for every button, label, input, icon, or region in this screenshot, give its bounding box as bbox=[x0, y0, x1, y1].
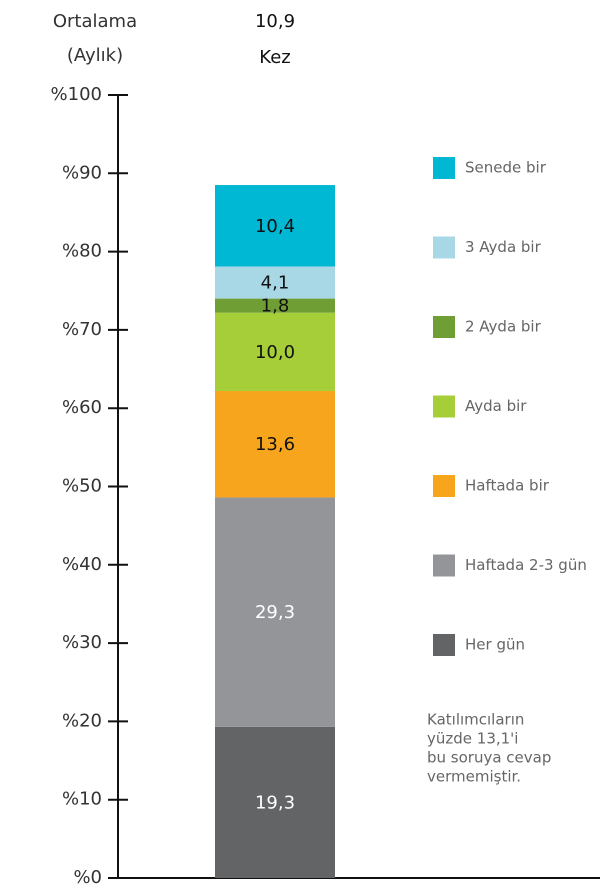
y-tick-label: %0 bbox=[73, 867, 102, 888]
y-tick-label: %80 bbox=[62, 241, 102, 262]
bar-segment bbox=[215, 312, 335, 391]
bar-annotation: Kez bbox=[259, 47, 290, 68]
bar-segment bbox=[215, 390, 335, 498]
legend-swatch bbox=[433, 395, 455, 418]
legend-label: 3 Ayda bir bbox=[465, 238, 542, 256]
legend-label: Senede bir bbox=[465, 159, 547, 177]
segment-label: 19,3 bbox=[255, 792, 295, 813]
legend-swatch bbox=[433, 475, 455, 497]
bar-segment bbox=[215, 266, 335, 299]
y-tick-label: %90 bbox=[62, 162, 102, 183]
bar-segment bbox=[215, 298, 335, 313]
segment-label: 10,0 bbox=[255, 342, 295, 363]
segment-label: 29,3 bbox=[255, 602, 295, 623]
segment-label: 13,6 bbox=[255, 434, 295, 455]
note: bu soruya cevap bbox=[427, 749, 551, 767]
bar-annotation: 10,9 bbox=[255, 11, 295, 32]
legend-label: Her gün bbox=[465, 636, 525, 654]
y-tick-label: %10 bbox=[62, 789, 102, 810]
legend-swatch bbox=[433, 236, 455, 259]
legend-label: Haftada bir bbox=[465, 477, 550, 495]
bar-segment bbox=[215, 185, 335, 267]
legend-label: 2 Ayda bir bbox=[465, 318, 542, 336]
legend-swatch bbox=[433, 157, 455, 179]
segment-label: 4,1 bbox=[261, 273, 290, 294]
y-tick-label: %40 bbox=[62, 554, 102, 575]
y-tick-label: %20 bbox=[62, 710, 102, 731]
note: vermemiştir. bbox=[427, 768, 521, 786]
note: yüzde 13,1'i bbox=[427, 730, 518, 748]
legend-label: Ayda bir bbox=[465, 397, 527, 415]
legend-swatch bbox=[433, 634, 455, 656]
segment-label: 1,8 bbox=[261, 296, 290, 317]
y-tick-label: %60 bbox=[62, 397, 102, 418]
axis-title: (Aylık) bbox=[67, 45, 123, 66]
axis-title: Ortalama bbox=[53, 11, 137, 32]
legend-label: Haftada 2-3 gün bbox=[465, 556, 587, 574]
y-tick-label: %50 bbox=[62, 476, 102, 497]
note: Katılımcıların bbox=[427, 711, 524, 729]
y-tick-label: %100 bbox=[51, 84, 102, 105]
bar-segment bbox=[215, 726, 335, 878]
legend-swatch bbox=[433, 554, 455, 577]
segment-label: 10,4 bbox=[255, 216, 295, 237]
y-tick-label: %70 bbox=[62, 319, 102, 340]
y-tick-label: %30 bbox=[62, 632, 102, 653]
bar-segment bbox=[215, 497, 335, 727]
legend-swatch bbox=[433, 316, 455, 338]
